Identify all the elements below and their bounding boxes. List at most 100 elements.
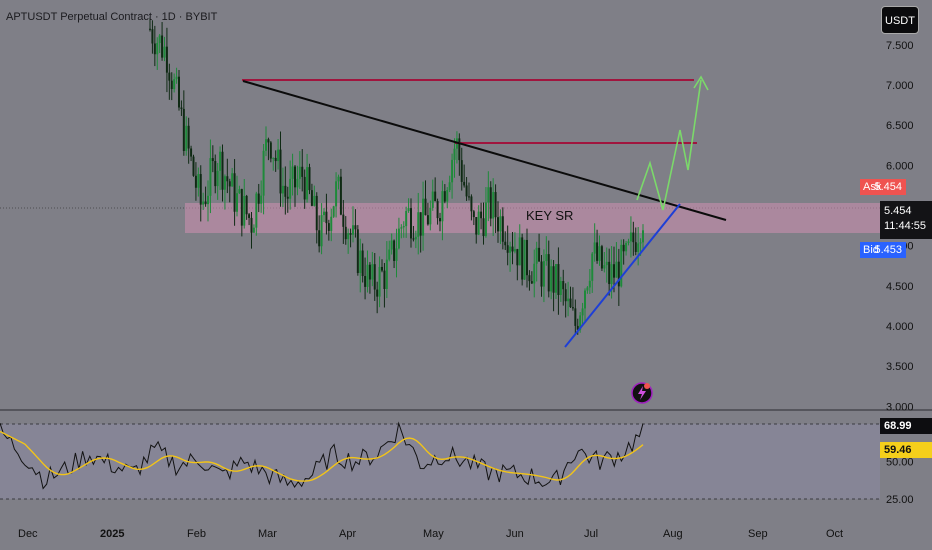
candle-body [439, 218, 441, 222]
currency-button[interactable]: USDT [881, 6, 919, 34]
candle-body [622, 244, 625, 252]
candle-body [284, 185, 287, 197]
candle-body [569, 298, 572, 308]
candle-body [419, 212, 422, 236]
candle-body [262, 150, 265, 196]
candle-body [518, 237, 521, 266]
rsi-tick-label: 25.00 [886, 494, 914, 506]
candle-body [197, 174, 200, 188]
candle-body [487, 187, 490, 203]
descending-trendline[interactable] [242, 80, 727, 221]
rsi-lines [0, 421, 644, 490]
last-price: 5.454 [884, 205, 912, 217]
time-axis[interactable]: Dec 2025 Feb Mar Apr May Jun Jul Aug Sep Oct [18, 528, 843, 540]
candle-body [272, 157, 275, 159]
candle-body [550, 266, 553, 292]
bid-value: 5.453 [874, 244, 902, 256]
candle-body [301, 166, 304, 177]
candle-body [381, 266, 383, 271]
candle-body [383, 270, 386, 289]
candle-body [598, 246, 601, 261]
candle-body [533, 263, 536, 284]
candle-body [441, 191, 444, 222]
candle-body [557, 264, 560, 295]
candle-body [286, 196, 289, 199]
candle-body [178, 76, 180, 108]
candle-body [173, 79, 176, 90]
candle-body [480, 211, 483, 219]
candle-body [163, 46, 166, 58]
candle-body [320, 215, 323, 247]
candle-body [187, 125, 190, 149]
candle-body [523, 239, 526, 280]
candle-body [584, 290, 586, 309]
candle-body [555, 264, 557, 293]
candle-body [513, 249, 516, 252]
time-tick-label: Jun [506, 528, 524, 540]
candle-body [202, 201, 205, 205]
candle-body [431, 191, 434, 208]
candle-body [390, 240, 393, 250]
candle-body [591, 253, 594, 281]
price-tick-label: 4.000 [886, 321, 914, 333]
ask-label: Ask [863, 181, 882, 193]
candle-body [194, 175, 197, 188]
candles [149, 17, 644, 335]
price-tick-label: 7.500 [886, 40, 914, 52]
candle-body [151, 29, 154, 44]
candle-body [238, 189, 241, 194]
candle-body [494, 192, 497, 218]
candle-body [279, 149, 282, 194]
candle-body [342, 214, 345, 227]
candle-body [458, 138, 461, 161]
projection-path[interactable] [636, 79, 702, 211]
candle-body [402, 226, 405, 228]
candle-body [407, 208, 410, 212]
price-tick-label: 4.500 [886, 281, 914, 293]
candle-body [364, 276, 367, 287]
candle-body [397, 228, 400, 249]
symbol-title: APTUSDT Perpetual Contract · 1D · BYBIT [6, 11, 218, 23]
price-axis[interactable]: 7.5007.0006.5006.0005.5005.0004.5004.000… [886, 40, 914, 413]
candle-body [581, 308, 584, 316]
candle-body [639, 242, 642, 244]
candle-body [248, 214, 251, 218]
candle-body [168, 72, 171, 81]
candle-body [376, 289, 379, 297]
candle-body [526, 239, 528, 276]
time-tick-label: 2025 [100, 528, 124, 540]
rsi-value-tag: 68.99 [880, 418, 932, 434]
candle-body [175, 76, 178, 80]
rsi-tick-label: 50.00 [886, 457, 914, 469]
candle-body [385, 259, 388, 289]
ascending-support-line[interactable] [564, 203, 681, 348]
candle-body [182, 108, 185, 151]
candle-body [482, 218, 485, 237]
candle-body [315, 195, 318, 231]
price-tick-label: 6.500 [886, 120, 914, 132]
candle-body [492, 192, 495, 219]
candle-body [540, 261, 543, 287]
candle-body [608, 261, 611, 285]
candle-body [226, 176, 229, 182]
candle-body [368, 264, 371, 280]
candle-body [296, 178, 299, 188]
candle-body [417, 212, 420, 237]
candle-body [236, 193, 238, 212]
candle-body [400, 227, 403, 229]
candle-body [468, 196, 470, 198]
candle-body [298, 166, 301, 179]
candle-body [156, 42, 159, 55]
candle-body [465, 185, 468, 197]
candle-body [325, 211, 328, 224]
candle-body [564, 289, 567, 302]
candle-body [446, 190, 449, 202]
alert-icon[interactable] [631, 382, 653, 404]
candle-body [426, 215, 429, 225]
candle-body [472, 211, 475, 218]
candle-body [448, 182, 451, 191]
candle-body [499, 216, 502, 232]
projection-arrow-icon [693, 75, 709, 91]
candle-body [460, 160, 463, 182]
